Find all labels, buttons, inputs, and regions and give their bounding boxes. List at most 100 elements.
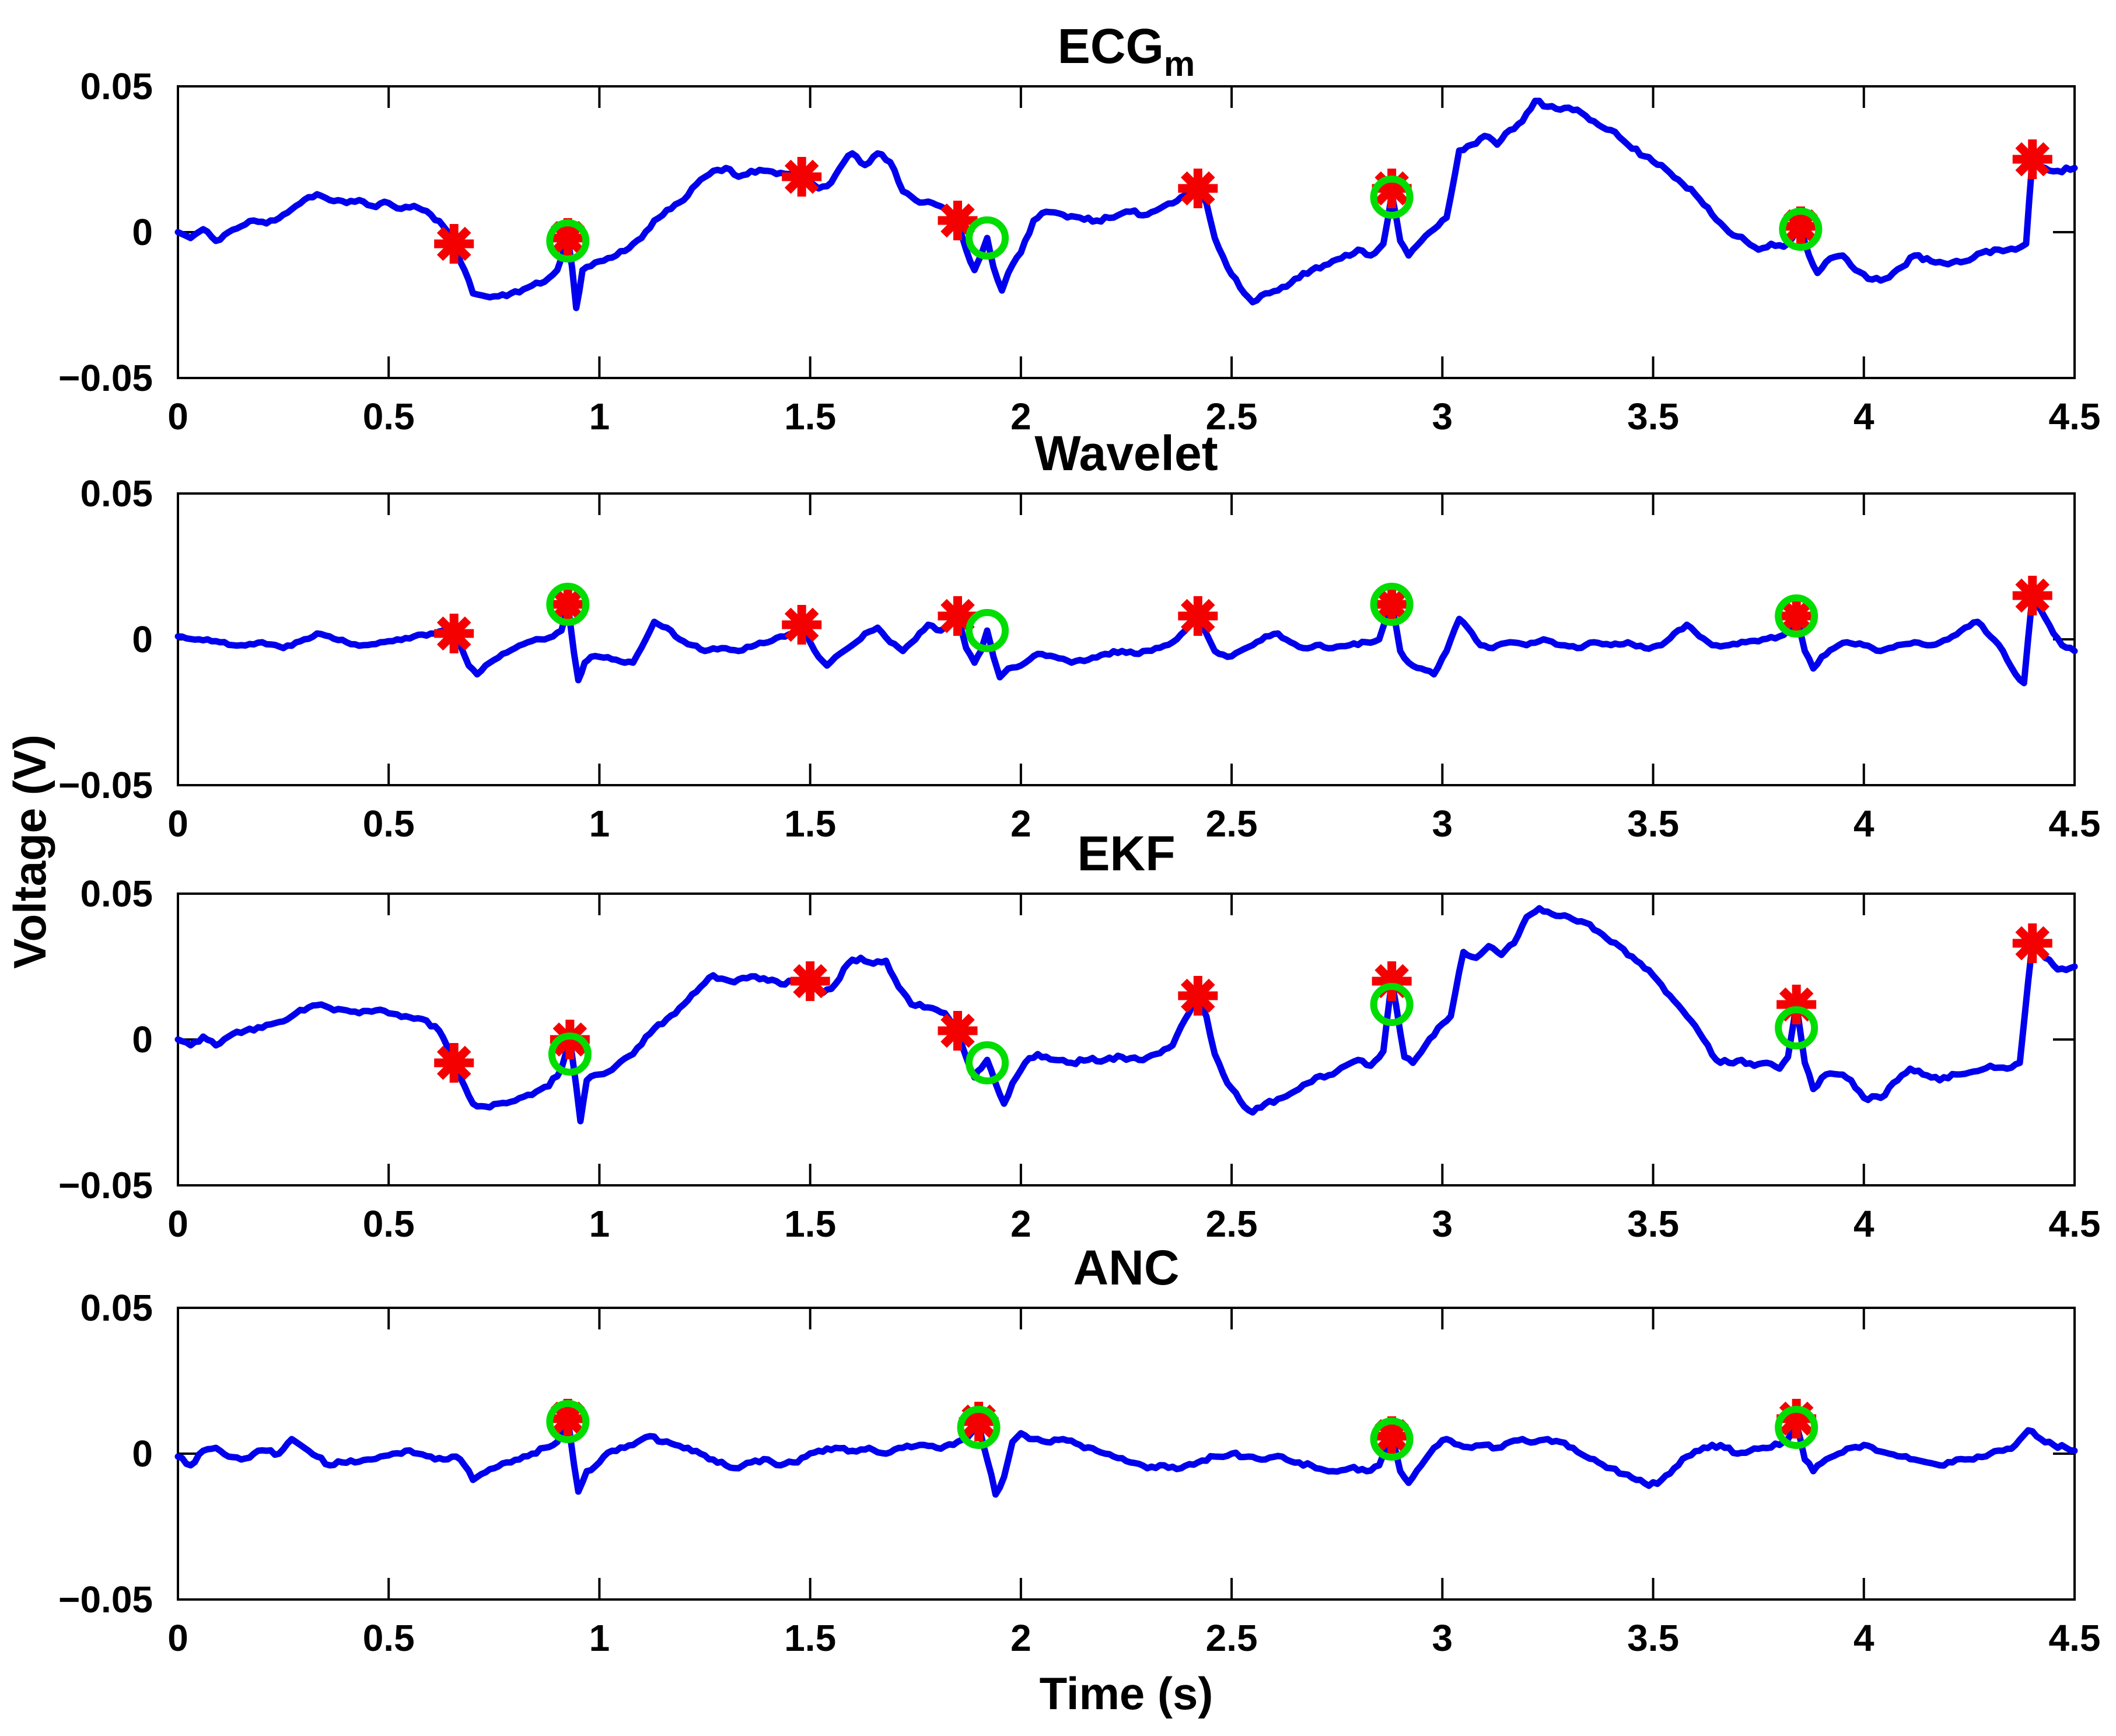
- signal-trace: [174, 592, 2078, 687]
- signal-trace: [174, 905, 2078, 1125]
- subplot-title: Wavelet: [1034, 426, 1218, 481]
- y-tick-label: 0.05: [80, 1287, 153, 1329]
- asterisk-spoke: [2015, 926, 2050, 961]
- r-peak-asterisk-marker: [938, 201, 978, 240]
- y-tick-label: 0: [132, 618, 153, 660]
- detected-beat-circle-marker: [546, 583, 590, 626]
- r-peak-asterisk-marker: [1776, 596, 1817, 636]
- y-tick-label: 0.05: [80, 65, 153, 107]
- r-peak-asterisk-marker: [938, 1011, 978, 1051]
- x-tick-label: 3.5: [1627, 803, 1679, 845]
- asterisk-spoke: [1374, 587, 1409, 622]
- x-tick-label: 0.5: [363, 1203, 415, 1245]
- detected-beat-circle-marker: [966, 216, 1009, 260]
- subplot-title-subscript: m: [1164, 44, 1195, 83]
- detected-beat-circle-marker: [548, 1032, 592, 1076]
- y-tick-label: 0: [132, 1433, 153, 1475]
- x-tick-label: 0.5: [363, 803, 415, 845]
- r-peak-asterisk-marker: [790, 961, 830, 1001]
- asterisk-spoke: [1181, 978, 1215, 1013]
- r-peak-asterisk-marker: [1178, 596, 1218, 636]
- x-tick-label: 3: [1432, 803, 1453, 845]
- asterisk-spoke: [1181, 171, 1215, 206]
- subplot-title-text: ECG: [1058, 19, 1164, 74]
- signal-trace: [174, 1415, 2078, 1498]
- asterisk-spoke: [940, 598, 975, 634]
- x-tick-label: 1: [589, 1617, 610, 1659]
- asterisk-spoke: [2015, 578, 2050, 613]
- r-peak-asterisk-marker: [2012, 923, 2052, 963]
- x-tick-label: 4.5: [2049, 1203, 2101, 1245]
- x-tick-label: 1: [589, 803, 610, 845]
- x-tick-label: 4: [1853, 1617, 1874, 1659]
- r-peak-asterisk-marker: [548, 584, 588, 624]
- detected-beat-circle-marker: [957, 1406, 1001, 1449]
- asterisk-spoke: [940, 1013, 975, 1048]
- x-tick-label: 2.5: [1206, 1203, 1258, 1245]
- x-tick-label: 2: [1010, 396, 1031, 438]
- detected-beat-circle-marker: [1370, 176, 1414, 219]
- r-peak-asterisk-marker: [782, 605, 822, 645]
- detected-beat-circle-marker: [1775, 1006, 1818, 1049]
- x-tick-label: 2.5: [1206, 396, 1258, 438]
- x-tick-label: 4: [1853, 1203, 1874, 1245]
- detected-beat-circle-marker: [1370, 1418, 1414, 1461]
- r-peak-asterisk-marker: [2012, 576, 2052, 615]
- y-tick-label: −0.05: [58, 764, 153, 806]
- x-axis-label: Time (s): [1040, 1668, 1213, 1719]
- y-tick-label: 0: [132, 211, 153, 253]
- x-tick-label: 2: [1010, 803, 1031, 845]
- x-tick-label: 1: [589, 1203, 610, 1245]
- y-tick-label: 0.05: [80, 473, 153, 514]
- axes-frame: [177, 1307, 2076, 1601]
- asterisk-spoke: [784, 607, 819, 642]
- x-tick-label: 1: [589, 396, 610, 438]
- x-tick-label: 3: [1432, 1203, 1453, 1245]
- r-peak-asterisk-marker: [434, 224, 474, 264]
- x-tick-label: 2.5: [1206, 1617, 1258, 1659]
- detected-beat-circle-marker: [546, 1400, 590, 1443]
- asterisk-spoke: [940, 203, 975, 238]
- x-tick-label: 3: [1432, 396, 1453, 438]
- x-tick-label: 4.5: [2049, 1617, 2101, 1659]
- detected-beat-circle-marker: [546, 219, 590, 262]
- x-tick-label: 2: [1010, 1617, 1031, 1659]
- asterisk-spoke: [1779, 598, 1814, 634]
- r-peak-asterisk-marker: [1178, 169, 1218, 208]
- signal-trace: [174, 97, 2078, 312]
- y-tick-label: −0.05: [58, 1578, 153, 1620]
- detected-beat-circle-marker: [966, 1041, 1009, 1084]
- subplot-ekf: 0.05 0 −0.05 0 0.5 1 1.5 2 2.5 3 3.5 4 4.5 EKF: [58, 826, 2100, 1245]
- r-peak-asterisk-marker: [782, 157, 822, 197]
- asterisk-spoke: [793, 964, 827, 999]
- subplot-title: EKF: [1078, 826, 1176, 881]
- x-tick-label: 1.5: [784, 396, 836, 438]
- y-tick-label: 0.05: [80, 873, 153, 915]
- subplot-title-text: EKF: [1078, 826, 1176, 881]
- x-tick-label: 3: [1432, 1617, 1453, 1659]
- detected-beat-circle-marker: [1779, 208, 1823, 251]
- x-tick-label: 4.5: [2049, 803, 2101, 845]
- r-peak-asterisk-marker: [1178, 976, 1218, 1016]
- x-tick-label: 2: [1010, 1203, 1031, 1245]
- subplot-title-text: ANC: [1073, 1240, 1180, 1295]
- x-tick-label: 1.5: [784, 1617, 836, 1659]
- asterisk-spoke: [436, 1045, 471, 1080]
- y-axis-label: Voltage (V): [4, 734, 55, 969]
- x-tick-label: 0: [167, 1617, 188, 1659]
- x-tick-label: 3.5: [1627, 1203, 1679, 1245]
- subplot-title: ANC: [1073, 1240, 1180, 1295]
- x-tick-label: 0.5: [363, 396, 415, 438]
- x-tick-label: 0: [167, 396, 188, 438]
- asterisk-spoke: [2015, 142, 2050, 177]
- x-tick-label: 1.5: [784, 1203, 836, 1245]
- detected-beat-circle-marker: [1370, 983, 1414, 1026]
- subplot-wavelet: 0.05 0 −0.05 0 0.5 1 1.5 2 2.5 3 3.5 4 4.5 Wavelet: [58, 426, 2100, 845]
- y-tick-label: 0: [132, 1019, 153, 1060]
- x-tick-label: 4: [1853, 803, 1874, 845]
- x-tick-label: 4: [1853, 396, 1874, 438]
- detected-beat-circle-marker: [966, 609, 1009, 652]
- subplot-title: ECGm: [1058, 19, 1195, 83]
